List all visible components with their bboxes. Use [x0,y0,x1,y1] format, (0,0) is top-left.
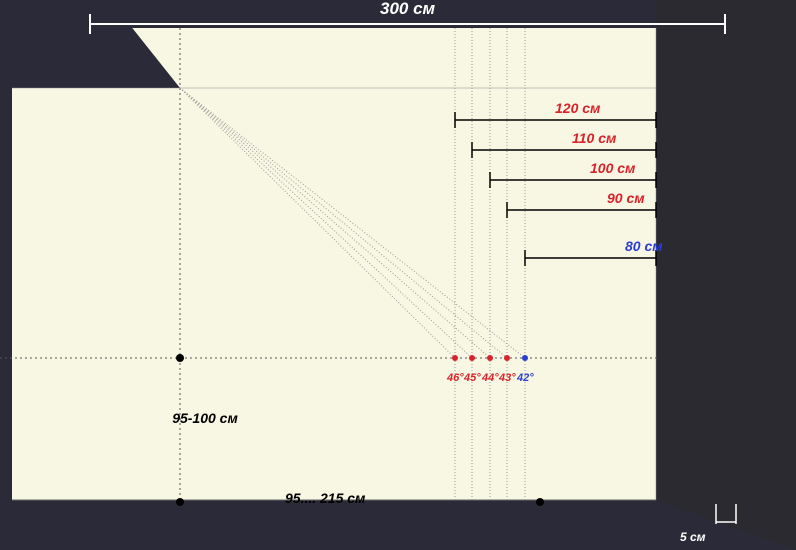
dim-label: 80 см [625,238,663,254]
angle-label: 45° [464,372,481,384]
angle-label: 44° [482,372,499,384]
floor_range: 95.... 215 см [285,490,365,506]
dim-label: 110 см [572,130,616,146]
diagram-svg [0,0,796,550]
height_range: 95-100 см [170,410,240,426]
ruler-top-label: 300 см [380,0,435,19]
dim-label: 90 см [607,190,645,206]
angle-label: 46° [447,372,464,384]
angle-label: 43° [499,372,516,384]
angle-label: 42° [517,372,534,384]
dim-label: 100 см [590,160,635,176]
dim-label: 120 см [555,100,600,116]
small_5cm: 5 см [680,530,706,544]
